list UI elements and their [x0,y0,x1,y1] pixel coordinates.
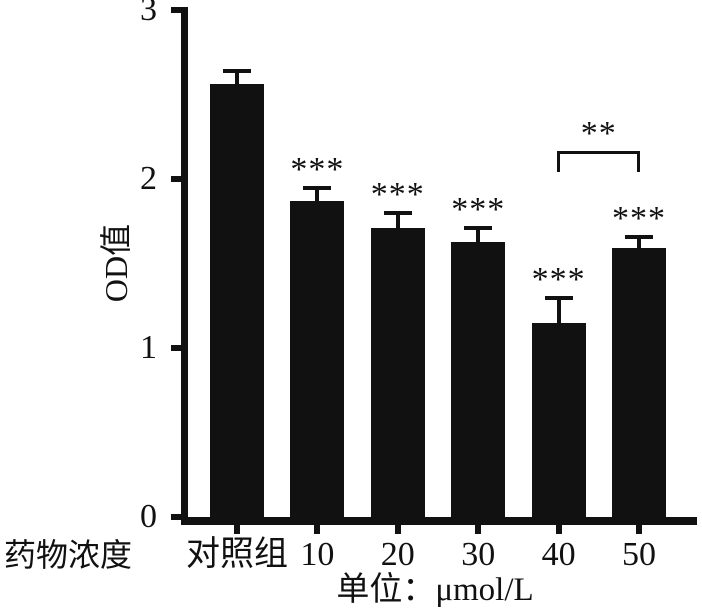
bar [370,228,425,517]
x-category-label: 40 [541,536,576,573]
error-bar-stem [235,69,239,88]
x-tick [234,525,240,534]
y-tick [171,7,181,13]
x-axis-unit-label: 单位：μmol/L [336,572,534,608]
y-tick [171,514,181,520]
error-bar-stem [556,295,561,326]
significance-stars: *** [451,191,506,229]
x-axis-line [181,517,697,525]
y-axis-line [181,7,188,525]
comparison-bracket [557,151,641,172]
bar [451,241,506,517]
error-bar-stem [476,226,481,245]
error-bar-stem [637,234,641,252]
error-bar-cap [303,185,332,190]
bar [210,84,264,517]
bracket-significance-label: ** [580,115,617,152]
significance-stars: *** [612,199,666,237]
x-category-label: 50 [622,536,656,573]
x-tick [314,525,321,534]
y-tick-label: 0 [140,498,157,535]
error-bar-stem [315,185,320,204]
x-category-label: 10 [300,536,335,573]
error-bar-cap [223,69,251,74]
error-bar-cap [544,295,573,300]
y-tick [171,345,181,351]
significance-stars: *** [290,150,345,188]
x-tick [475,525,482,534]
x-category-label: 20 [380,536,415,573]
x-tick [394,525,401,534]
x-category-label: 对照组 [186,536,288,573]
x-axis-title: 药物浓度 [3,537,132,573]
y-tick-label: 1 [140,329,157,366]
error-bar-cap [383,211,412,216]
bar [531,322,586,517]
error-bar-cap [625,234,653,239]
x-category-label: 30 [461,536,496,573]
error-bar-stem [395,211,400,231]
y-tick-label: 2 [140,160,157,197]
bar [290,200,345,517]
y-axis-title: OD值 [98,223,134,303]
significance-stars: *** [531,260,586,298]
x-tick [636,525,642,534]
y-tick-label: 3 [140,0,157,28]
x-tick [555,525,562,534]
error-bar-cap [464,226,493,231]
significance-stars: *** [370,176,425,214]
y-tick [171,176,181,182]
bar [612,248,666,517]
